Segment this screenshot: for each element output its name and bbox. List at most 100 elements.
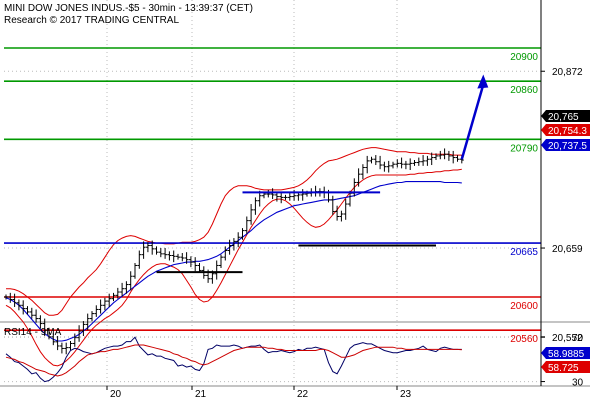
pattern-lines: [156, 191, 436, 274]
axes: 20,872 20,659 20,552 20 21 22 23 70 30: [106, 0, 584, 400]
forecast-arrow-shaft: [460, 84, 485, 160]
price-bar: [115, 287, 120, 299]
price-bar: [425, 155, 430, 166]
rsi-ma-line: [5, 344, 462, 377]
rsi-badge-blue-bg: [541, 347, 590, 359]
price-bar: [4, 294, 8, 300]
price-bar: [154, 246, 159, 255]
price-bar: [279, 191, 284, 204]
price-badge-red: 20,754.3: [541, 124, 590, 137]
level-label-20560: 20560: [510, 334, 538, 345]
price-badge-last-bg: [541, 110, 590, 122]
price-bar: [68, 340, 73, 351]
price-bar: [356, 168, 361, 187]
price-bar: [429, 152, 434, 166]
price-bar: [378, 155, 383, 170]
price-bar: [184, 252, 189, 264]
forecast-arrow-head: [477, 74, 489, 89]
price-bar: [408, 158, 413, 171]
bollinger-bands: [5, 147, 462, 367]
price-badge-red-bg: [541, 124, 590, 136]
rsi-panel: [5, 336, 462, 383]
price-bar: [21, 300, 26, 315]
price-bar: [446, 150, 451, 161]
price-bar: [330, 195, 335, 215]
price-bar: [421, 155, 426, 166]
price-bar: [451, 150, 456, 164]
x-tick-label: 22: [297, 389, 309, 400]
price-bar: [180, 253, 185, 262]
price-bar: [77, 325, 82, 342]
rsi-title: RSI14 - 9MA: [4, 327, 62, 338]
level-label-20790: 20790: [510, 143, 538, 154]
price-bar: [145, 242, 150, 253]
rsi-badge-blue-label: 58.9885: [548, 349, 585, 360]
price-bar: [188, 256, 193, 268]
price-bar: [339, 210, 344, 222]
header-title: MINI DOW JONES INDUS.-$5 - 30min - 13:39…: [4, 3, 253, 14]
price-badge-blue-bg: [541, 139, 590, 151]
price-bar: [442, 148, 447, 160]
price-bar: [360, 164, 365, 180]
price-badge-red-label: 20,754.3: [548, 126, 587, 137]
price-bar: [416, 157, 421, 166]
price-bar: [300, 189, 305, 201]
price-bar: [283, 194, 288, 200]
price-bar: [38, 315, 43, 329]
price-badge-last-label: 20,765: [548, 112, 579, 123]
price-bar: [365, 155, 370, 174]
price-bar: [81, 321, 86, 337]
header-copyright: Research © 2017 TRADING CENTRAL: [4, 15, 179, 26]
price-bar: [391, 161, 395, 169]
price-bar: [25, 306, 30, 315]
price-bar: [219, 254, 223, 268]
price-bar: [55, 336, 60, 351]
price-bar: [42, 318, 47, 337]
price-bar: [102, 297, 107, 311]
price-bar: [249, 204, 254, 225]
price-bar: [12, 293, 17, 307]
bollinger-lower-line: [5, 168, 462, 367]
price-bar: [287, 192, 292, 201]
price-badges: 20,765 20,754.3 20,737.5 58.9885 58.725: [541, 110, 590, 374]
price-bar: [98, 299, 103, 314]
price-bar: [94, 305, 99, 317]
y-tick-label: 20,552: [552, 333, 583, 344]
y-tick-label: 20,659: [552, 244, 583, 255]
price-bar: [120, 282, 125, 297]
rsi-badge-blue: 58.9885: [541, 347, 590, 360]
price-bar: [395, 159, 400, 168]
price-bar: [373, 155, 378, 166]
price-bar: [158, 248, 163, 258]
price-bar: [236, 232, 241, 248]
price-bar: [167, 251, 172, 261]
price-bar: [369, 156, 374, 164]
level-label-20860: 20860: [510, 85, 538, 96]
level-label-20665: 20665: [510, 247, 538, 258]
price-bar: [403, 160, 408, 170]
price-bar: [412, 160, 417, 166]
price-bar: [244, 216, 249, 234]
price-bar: [240, 228, 245, 240]
x-tick-label: 21: [195, 389, 207, 400]
price-bar: [176, 253, 180, 260]
price-bar: [59, 342, 64, 354]
price-bar: [253, 197, 258, 215]
price-bar: [231, 238, 236, 251]
price-bar: [455, 155, 460, 162]
rsi-y-tick-label: 30: [572, 378, 584, 389]
price-bar: [382, 161, 387, 172]
price-badge-blue-label: 20,737.5: [548, 141, 587, 152]
rsi-badge-red-bg: [541, 361, 590, 373]
price-bar: [171, 250, 176, 263]
level-labels: 20900 20860 20790 20665 20600 20560: [510, 52, 538, 345]
price-bar: [438, 150, 443, 160]
rsi-badge-red: 58.725: [541, 361, 590, 374]
price-bar: [227, 239, 232, 255]
rsi-y-tick-label: 70: [572, 333, 584, 344]
price-bar: [335, 205, 340, 221]
price-bar: [29, 307, 34, 319]
bollinger-upper-line: [6, 147, 462, 316]
